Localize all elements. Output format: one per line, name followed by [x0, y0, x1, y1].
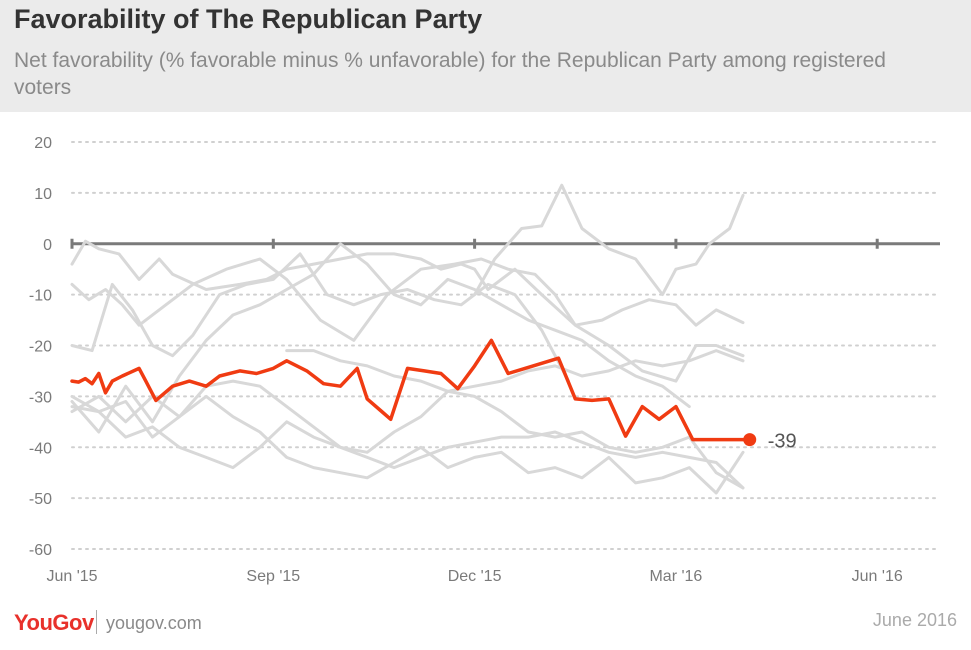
y-tick-label: -40 — [29, 440, 52, 457]
end-point-marker — [743, 433, 757, 447]
background-series-line — [70, 239, 745, 327]
background-series-line — [70, 242, 691, 434]
chart-title: Favorability of The Republican Party — [14, 4, 483, 34]
background-series-line — [70, 394, 745, 495]
y-tick-label: -20 — [29, 339, 52, 356]
y-tick-label: 20 — [34, 135, 52, 152]
footer-date: June 2016 — [872, 610, 957, 630]
background-series-line — [285, 349, 745, 393]
y-tick-label: -50 — [29, 491, 52, 508]
end-value-label: -39 — [768, 431, 797, 453]
x-tick-label: Sep '15 — [246, 568, 300, 585]
x-tick-label: Mar '16 — [649, 568, 702, 585]
yougov-logo: YouGov — [14, 610, 94, 635]
x-tick-label: Jun '15 — [46, 568, 97, 585]
header: Favorability of The Republican Party Net… — [0, 0, 971, 112]
y-tick-label: -60 — [29, 542, 52, 559]
chart-subtitle: Net favorability (% favorable minus % un… — [14, 49, 886, 99]
x-tick-label: Jun '16 — [852, 568, 903, 585]
footer-url[interactable]: yougov.com — [106, 613, 202, 633]
x-tick-label: Dec '15 — [448, 568, 502, 585]
y-tick-label: -30 — [29, 389, 52, 406]
y-tick-label: 10 — [34, 186, 52, 203]
background-series-line — [70, 405, 745, 490]
background-series-line — [70, 257, 745, 383]
y-tick-label: -10 — [29, 288, 52, 305]
footer-divider — [96, 610, 97, 634]
y-tick-label: 0 — [43, 237, 52, 254]
republican-party-line — [70, 338, 752, 442]
background-series-line — [473, 183, 745, 297]
line-chart: 20 10 0 -10 -20 -30 -40 -50 -60 Jun '15 Sep '15 Dec… — [29, 135, 941, 585]
